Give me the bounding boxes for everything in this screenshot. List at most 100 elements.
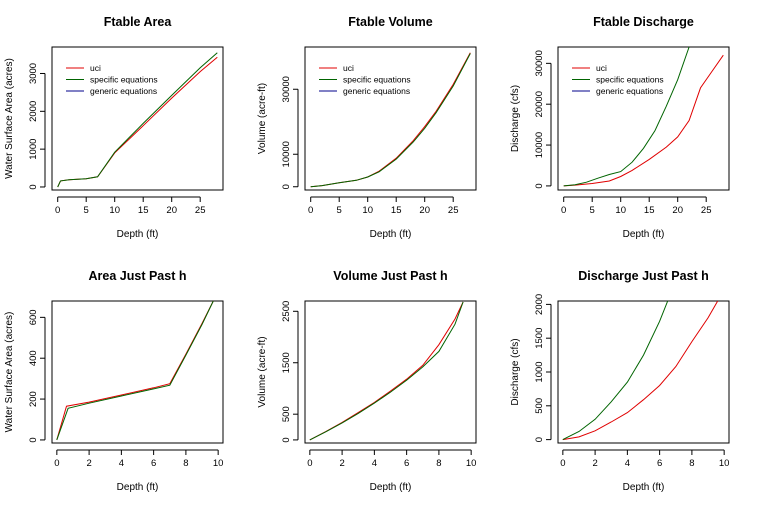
y-axis-label: Volume (acre-ft) (257, 336, 268, 407)
chart-title: Area Just Past h (89, 269, 187, 283)
x-tick-label: 8 (689, 458, 694, 469)
x-tick-label: 8 (183, 458, 188, 469)
series-line-uci (56, 301, 214, 441)
y-tick-label: 400 (28, 350, 39, 366)
y-tick-label: 0 (281, 437, 292, 442)
series-line-uci (562, 301, 719, 441)
x-tick-label: 20 (419, 205, 430, 216)
y-tick-label: 1500 (534, 328, 545, 349)
legend-label: generic equations (90, 86, 157, 96)
x-tick-label: 5 (590, 205, 595, 216)
x-axis-label: Depth (ft) (370, 229, 412, 240)
y-tick-label: 1000 (28, 139, 39, 160)
y-tick-label: 200 (28, 391, 39, 407)
series-line-specific (309, 301, 464, 441)
chart-title: Ftable Discharge (593, 15, 694, 29)
x-tick-label: 10 (362, 205, 373, 216)
legend-label: generic equations (596, 86, 663, 96)
y-tick-label: 1500 (281, 352, 292, 373)
series-line-uci (309, 301, 464, 441)
x-tick-label: 20 (166, 205, 177, 216)
x-tick-label: 0 (560, 458, 565, 469)
plot-frame (557, 300, 730, 444)
x-tick-label: 4 (119, 458, 124, 469)
series-line-uci (310, 52, 471, 188)
y-axis-label: Water Surface Area (acres) (4, 312, 15, 433)
series-line-specific (56, 301, 214, 441)
y-axis-label: Discharge (cfs) (510, 338, 521, 405)
plot-frame (557, 46, 730, 191)
x-tick-label: 0 (55, 205, 60, 216)
x-tick-label: 5 (337, 205, 342, 216)
chart-title: Ftable Area (104, 15, 173, 29)
y-tick-label: 3000 (28, 63, 39, 84)
chart-panel: Ftable Area 0 5 10 15 20 25 Depth (ft) 0 1000 2000… (4, 15, 224, 240)
legend-label: specific equations (343, 75, 411, 85)
x-axis-label: Depth (ft) (117, 482, 159, 493)
chart-panel: Area Just Past h 0 2 4 6 8 10 Depth (ft) 0 200 400… (4, 269, 224, 493)
y-tick-label: 20000 (534, 91, 545, 117)
series-line-specific (563, 47, 690, 187)
y-axis-label: Water Surface Area (acres) (4, 58, 15, 179)
x-tick-label: 8 (436, 458, 441, 469)
x-tick-label: 20 (672, 205, 683, 216)
x-tick-label: 10 (719, 458, 730, 469)
y-tick-label: 10000 (534, 132, 545, 158)
x-tick-label: 0 (54, 458, 59, 469)
plot-frame (304, 46, 477, 191)
y-axis-label: Volume (acre-ft) (257, 83, 268, 154)
x-tick-label: 4 (372, 458, 377, 469)
x-tick-label: 25 (195, 205, 206, 216)
x-tick-label: 0 (308, 205, 313, 216)
y-tick-label: 2500 (281, 301, 292, 322)
x-tick-label: 10 (615, 205, 626, 216)
legend-label: generic equations (343, 86, 410, 96)
chart-panel: Discharge Just Past h 0 2 4 6 8 10 Depth (ft) 0 5… (510, 269, 730, 493)
y-tick-label: 2000 (534, 294, 545, 315)
plot-frame (51, 300, 224, 444)
x-tick-label: 0 (561, 205, 566, 216)
chart-title: Ftable Volume (348, 15, 433, 29)
x-tick-label: 15 (644, 205, 655, 216)
x-tick-label: 15 (138, 205, 149, 216)
x-tick-label: 10 (213, 458, 224, 469)
y-tick-label: 30000 (534, 50, 545, 76)
x-axis-label: Depth (ft) (370, 482, 412, 493)
chart-panel: Volume Just Past h 0 2 4 6 8 10 Depth (ft) 0 500 1… (257, 269, 477, 493)
series-line-uci (563, 54, 724, 187)
legend-label: uci (343, 63, 354, 73)
y-tick-label: 0 (534, 437, 545, 442)
x-tick-label: 25 (701, 205, 712, 216)
chart-title: Volume Just Past h (333, 269, 447, 283)
x-axis-label: Depth (ft) (623, 229, 665, 240)
y-tick-label: 500 (534, 398, 545, 414)
y-tick-label: 0 (28, 184, 39, 189)
series-line-specific (310, 53, 471, 188)
x-axis-label: Depth (ft) (117, 229, 159, 240)
series-line-specific (57, 52, 218, 188)
chart-panel: Ftable Volume 0 5 10 15 20 25 Depth (ft) 0 10000 3… (257, 15, 477, 240)
x-tick-label: 10 (109, 205, 120, 216)
x-tick-label: 10 (466, 458, 477, 469)
y-tick-label: 500 (281, 406, 292, 422)
x-tick-label: 6 (151, 458, 156, 469)
plot-frame (304, 300, 477, 444)
x-tick-label: 4 (625, 458, 630, 469)
x-tick-label: 2 (592, 458, 597, 469)
plot-frame (51, 46, 224, 191)
x-tick-label: 2 (339, 458, 344, 469)
chart-title: Discharge Just Past h (578, 269, 709, 283)
chart-panel: Ftable Discharge 0 5 10 15 20 25 Depth (ft) 0 100… (510, 15, 730, 240)
legend-label: specific equations (90, 75, 158, 85)
y-tick-label: 0 (281, 184, 292, 189)
y-tick-label: 2000 (28, 101, 39, 122)
y-tick-label: 30000 (281, 76, 292, 102)
x-tick-label: 0 (307, 458, 312, 469)
x-tick-label: 5 (84, 205, 89, 216)
legend-label: specific equations (596, 75, 664, 85)
x-tick-label: 6 (657, 458, 662, 469)
y-tick-label: 10000 (281, 141, 292, 167)
y-axis-label: Discharge (cfs) (510, 85, 521, 152)
y-tick-label: 0 (28, 437, 39, 442)
